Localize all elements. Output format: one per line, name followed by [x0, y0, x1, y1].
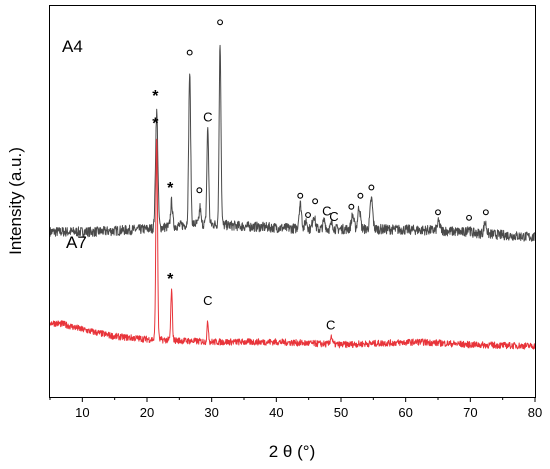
peak-marker-c: C — [322, 203, 331, 218]
peak-marker-circle — [435, 209, 441, 216]
peak-marker-star: * — [152, 115, 159, 132]
series-line-a4 — [49, 44, 536, 242]
peak-marker-star: * — [167, 180, 174, 197]
peak-marker-circle — [348, 203, 355, 210]
x-tick-label: 40 — [269, 405, 283, 420]
peak-marker-circle — [305, 212, 311, 218]
x-tick-label: 50 — [334, 405, 348, 420]
peak-marker-circle — [482, 209, 489, 216]
panel-label-a4: A4 — [62, 37, 83, 56]
x-axis-ticks: 10 20 30 40 50 60 70 80 — [49, 397, 542, 420]
peak-marker-circle — [312, 198, 319, 205]
x-tick-label: 60 — [398, 405, 412, 420]
series-line-a7 — [49, 138, 536, 350]
x-tick-label: 30 — [204, 405, 218, 420]
peak-marker-circle — [357, 192, 364, 199]
peak-marker-c: C — [203, 110, 212, 125]
peak-marker-circle — [217, 19, 224, 26]
panel-label-a7: A7 — [66, 233, 87, 252]
peak-marker-star: * — [152, 88, 159, 105]
peak-marker-c: C — [326, 318, 335, 333]
peak-marker-c: C — [203, 293, 212, 308]
plot-layer: **CCC**CC — [49, 19, 536, 350]
x-tick-label: 10 — [75, 405, 89, 420]
peak-marker-circle — [368, 184, 375, 191]
y-axis-title: Intensity (a.u.) — [6, 147, 25, 255]
plot-frame — [49, 5, 536, 398]
peak-marker-circle — [297, 192, 304, 199]
peak-marker-circle — [466, 214, 472, 221]
x-axis-title: 2 θ (°) — [269, 442, 315, 461]
x-tick-label: 70 — [463, 405, 477, 420]
peak-marker-star: * — [167, 271, 174, 288]
peak-marker-circle — [196, 187, 203, 194]
x-tick-label: 20 — [140, 405, 154, 420]
peak-marker-circle — [186, 49, 193, 56]
x-tick-label: 80 — [528, 405, 542, 420]
peak-marker-c: C — [329, 209, 338, 224]
